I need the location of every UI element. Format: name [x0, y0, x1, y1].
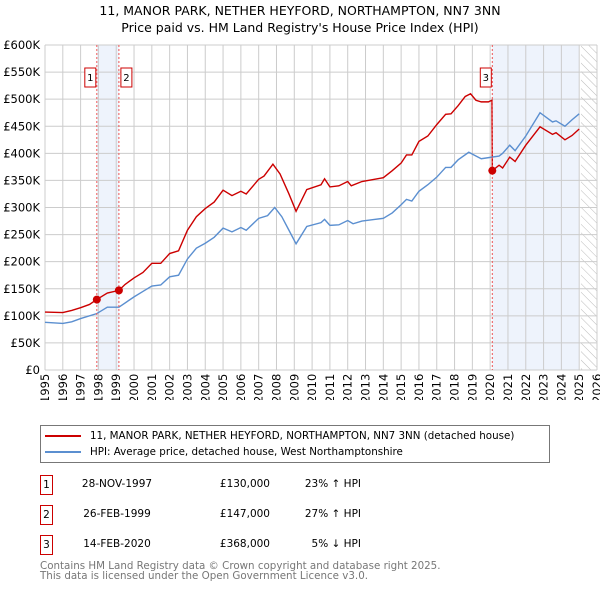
chart-title: 11, MANOR PARK, NETHER HEYFORD, NORTHAMP…	[99, 3, 501, 18]
legend-item-property: 11, MANOR PARK, NETHER HEYFORD, NORTHAMP…	[45, 429, 514, 443]
sale-price: £368,000	[219, 538, 270, 550]
x-tick-label: 2007	[252, 374, 266, 400]
x-tick-label: 1998	[91, 374, 105, 400]
sale-number-badge: 2	[40, 505, 53, 525]
footer-line-1: Contains HM Land Registry data © Crown c…	[40, 560, 441, 572]
sale-number-badge: 1	[40, 475, 53, 495]
x-tick-label: 1996	[56, 374, 70, 400]
sale-number-badge: 3	[40, 535, 53, 555]
x-tick-label: 2008	[269, 374, 283, 400]
sale-price: £147,000	[219, 508, 270, 520]
sale-label: 3	[483, 73, 489, 84]
y-tick-label: £150K	[3, 282, 40, 296]
sale-point	[488, 166, 497, 175]
x-tick-label: 2009	[287, 374, 301, 400]
chart-legend: 11, MANOR PARK, NETHER HEYFORD, NORTHAMP…	[40, 425, 550, 463]
y-tick-label: £0	[25, 363, 40, 377]
sale-label-box	[84, 67, 97, 88]
sale-hpi-diff: 23% ↑ HPI	[304, 478, 361, 490]
legend-swatch-red	[45, 435, 81, 437]
chart-subtitle: Price paid vs. HM Land Registry's House …	[121, 20, 479, 35]
sale-hpi-diff: 5% ↓ HPI	[311, 538, 361, 550]
legend-label: 11, MANOR PARK, NETHER HEYFORD, NORTHAMP…	[90, 430, 515, 442]
sale-label-box	[479, 67, 492, 88]
x-tick-label: 2003	[180, 374, 194, 400]
x-tick-label: 1995	[38, 374, 52, 400]
footer-line-2: This data is licensed under the Open Gov…	[40, 570, 369, 582]
x-tick-label: 2025	[572, 374, 586, 400]
legend-label: HPI: Average price, detached house, West…	[90, 446, 403, 458]
y-tick-label: £100K	[3, 309, 40, 323]
hpi-line	[44, 111, 580, 325]
x-tick-label: 2015	[394, 374, 408, 400]
sale-date: 14-FEB-2020	[83, 538, 151, 550]
x-tick-label: 2020	[483, 374, 497, 400]
sale-price: £130,000	[219, 478, 270, 490]
x-tick-label: 2002	[163, 374, 177, 400]
x-tick-label: 2021	[501, 374, 515, 400]
y-tick-label: £500K	[3, 92, 40, 106]
y-tick-label: £300K	[3, 201, 40, 215]
x-tick-label: 2022	[519, 374, 533, 400]
x-tick-label: 2000	[127, 374, 141, 400]
y-tick-label: £200K	[3, 255, 40, 269]
y-tick-label: £600K	[3, 38, 40, 52]
x-tick-label: 2006	[234, 374, 248, 400]
legend-item-hpi: HPI: Average price, detached house, West…	[45, 445, 403, 459]
x-tick-label: 2014	[376, 374, 390, 400]
sale-label: 1	[87, 73, 93, 84]
sale-hpi-diff: 27% ↑ HPI	[304, 508, 361, 520]
y-tick-label: £350K	[3, 173, 40, 187]
x-tick-label: 1999	[109, 374, 123, 400]
x-tick-label: 2004	[198, 374, 212, 400]
x-tick-label: 2019	[465, 374, 479, 400]
sale-label: 2	[123, 73, 129, 84]
sale-point	[92, 295, 101, 304]
y-tick-label: £400K	[3, 146, 40, 160]
legend-swatch-blue	[45, 451, 81, 453]
y-tick-label: £250K	[3, 228, 40, 242]
sale-point	[114, 286, 123, 295]
price-chart: 1 2 3 1995 1996 1997 1998 1999 2000 2001 2002 2003 2…	[3, 38, 600, 400]
x-tick-label: 2023	[537, 374, 551, 400]
y-tick-label: £550K	[3, 65, 40, 79]
x-tick-label: 2016	[412, 374, 426, 400]
x-tick-label: 2013	[359, 374, 373, 400]
x-tick-label: 2026	[590, 374, 600, 400]
sale-label-box	[120, 67, 133, 88]
x-tick-label: 2011	[323, 374, 337, 400]
x-tick-label: 2005	[216, 374, 230, 400]
x-tick-label: 2012	[341, 374, 355, 400]
y-tick-label: £450K	[3, 119, 40, 133]
x-tick-label: 2010	[305, 374, 319, 400]
x-tick-label: 2024	[554, 374, 568, 400]
x-tick-label: 1997	[74, 374, 88, 400]
x-tick-label: 2017	[430, 374, 444, 400]
y-tick-label: £50K	[11, 336, 41, 350]
sale-date: 28-NOV-1997	[81, 478, 153, 490]
x-tick-label: 2001	[145, 374, 159, 400]
sale-date: 26-FEB-1999	[83, 508, 151, 520]
x-tick-label: 2018	[448, 374, 462, 400]
